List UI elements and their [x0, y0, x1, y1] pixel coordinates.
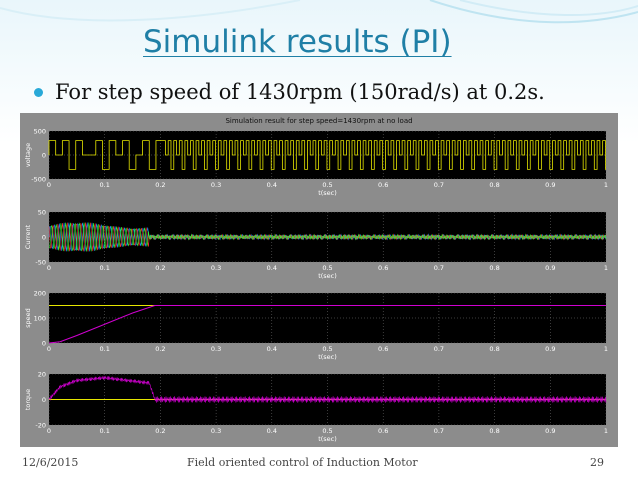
x-tick-label: 0.2	[155, 427, 165, 435]
x-tick-label: 0.3	[211, 427, 221, 435]
x-tick-label: 0.2	[155, 264, 165, 272]
current-phase-trace	[48, 222, 607, 252]
x-axis-label: t(sec)	[318, 272, 337, 280]
plots-svg: 0 0.1 0.2 0.3 0.4 0.5 0.6 0.7 0.8 0.9 15000-500t(s…	[24, 128, 608, 444]
y-tick-label: -500	[31, 176, 46, 184]
footer-title: Field oriented control of Induction Moto…	[187, 456, 418, 469]
x-tick-label: 1	[604, 427, 608, 435]
y-axis-label: voltage	[24, 143, 32, 167]
x-axis-label: t(sec)	[318, 435, 337, 443]
x-tick-label: 0.4	[267, 345, 277, 353]
x-tick-label: 0.7	[434, 264, 444, 272]
torque-trace	[48, 375, 607, 403]
footer-date: 12/6/2015	[22, 456, 79, 469]
x-tick-label: 1	[604, 181, 608, 189]
x-tick-label: 1	[604, 264, 608, 272]
decorative-swoosh	[0, 0, 638, 24]
x-tick-label: 0.1	[100, 345, 110, 353]
x-tick-label: 0.7	[434, 345, 444, 353]
slide-title: Simulink results (PI)	[143, 24, 452, 60]
x-tick-label: 0.4	[267, 264, 277, 272]
x-tick-label: 0.9	[545, 345, 555, 353]
x-tick-label: 0.3	[211, 345, 221, 353]
y-tick-label: 0	[42, 234, 46, 242]
x-tick-label: 0.6	[378, 345, 388, 353]
page-number: 29	[590, 456, 604, 469]
x-tick-label: 0	[47, 264, 51, 272]
y-tick-label: 200	[34, 290, 46, 298]
figure-title: Simulation result for step speed=1430rpm…	[225, 117, 413, 125]
x-tick-label: 0.7	[434, 181, 444, 189]
y-tick-label: 0	[42, 396, 46, 404]
x-tick-label: 0.1	[100, 427, 110, 435]
x-tick-label: 0.4	[267, 181, 277, 189]
x-tick-label: 0.5	[322, 427, 332, 435]
x-tick-label: 0.8	[489, 264, 499, 272]
y-tick-label: 0	[42, 152, 46, 160]
voltage-trace	[48, 140, 606, 170]
x-tick-label: 0.9	[545, 264, 555, 272]
y-axis-label: torque	[24, 389, 32, 410]
y-tick-label: 500	[34, 128, 46, 136]
y-tick-label: -50	[35, 259, 46, 267]
x-tick-label: 0.3	[211, 181, 221, 189]
bullet-icon	[34, 87, 43, 97]
x-tick-label: 0	[47, 427, 51, 435]
y-tick-label: -20	[35, 422, 46, 430]
y-tick-label: 50	[38, 209, 46, 217]
y-tick-label: 100	[34, 315, 46, 323]
x-tick-label: 0.1	[100, 264, 110, 272]
x-tick-label: 0.8	[489, 427, 499, 435]
y-axis-label: Current	[24, 224, 32, 249]
speed-trace	[48, 305, 606, 344]
x-tick-label: 0	[47, 345, 51, 353]
y-tick-label: 0	[42, 340, 46, 348]
x-tick-label: 0.2	[155, 345, 165, 353]
x-tick-label: 0.2	[155, 181, 165, 189]
x-tick-label: 0.6	[378, 181, 388, 189]
x-tick-label: 0.9	[545, 181, 555, 189]
x-tick-label: 0.5	[322, 264, 332, 272]
x-tick-label: 0.5	[322, 345, 332, 353]
simulation-figure: Simulation result for step speed=1430rpm…	[20, 113, 618, 447]
title-area: Simulink results (PI)	[0, 0, 638, 70]
x-axis-label: t(sec)	[318, 353, 337, 361]
x-tick-label: 0.4	[267, 427, 277, 435]
x-tick-label: 0.8	[489, 181, 499, 189]
x-tick-label: 0	[47, 181, 51, 189]
x-tick-label: 0.8	[489, 345, 499, 353]
x-tick-label: 0.5	[322, 181, 332, 189]
bullet-item: For step speed of 1430rpm (150rad/s) at …	[34, 80, 545, 104]
y-axis-label: speed	[24, 308, 32, 328]
x-tick-label: 0.7	[434, 427, 444, 435]
x-tick-label: 0.6	[378, 264, 388, 272]
x-axis-label: t(sec)	[318, 189, 337, 197]
x-tick-label: 0.6	[378, 427, 388, 435]
bullet-text: For step speed of 1430rpm (150rad/s) at …	[55, 80, 545, 104]
x-tick-label: 0.3	[211, 264, 221, 272]
x-tick-label: 0.1	[100, 181, 110, 189]
x-tick-label: 1	[604, 345, 608, 353]
x-tick-label: 0.9	[545, 427, 555, 435]
y-tick-label: 20	[38, 371, 46, 379]
